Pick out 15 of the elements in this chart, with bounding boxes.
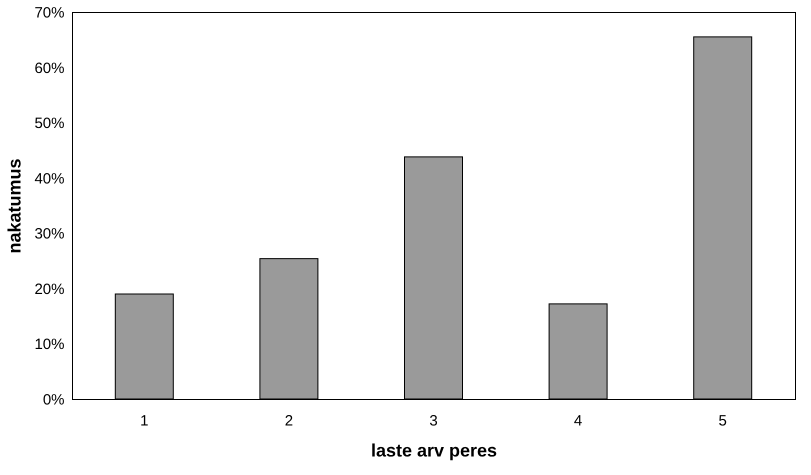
y-tick-label: 40% xyxy=(34,170,64,188)
y-tick-label: 70% xyxy=(34,4,64,22)
x-tick-label: 1 xyxy=(140,412,148,430)
y-axis-title: nakatumus xyxy=(4,158,24,254)
y-tick-label: 20% xyxy=(34,280,64,298)
y-tick-label: 0% xyxy=(42,392,64,408)
x-tick-label: 2 xyxy=(284,412,294,430)
y-tick-label: 10% xyxy=(34,336,64,354)
x-axis-title: laste arv peres xyxy=(370,440,498,460)
y-tick-label: 50% xyxy=(34,115,64,132)
y-tick-label: 30% xyxy=(34,226,64,243)
x-tick-label: 3 xyxy=(429,412,438,430)
x-tick-label: 4 xyxy=(574,412,582,430)
x-tick-label: 5 xyxy=(718,412,727,430)
y-tick-label: 60% xyxy=(34,60,64,77)
